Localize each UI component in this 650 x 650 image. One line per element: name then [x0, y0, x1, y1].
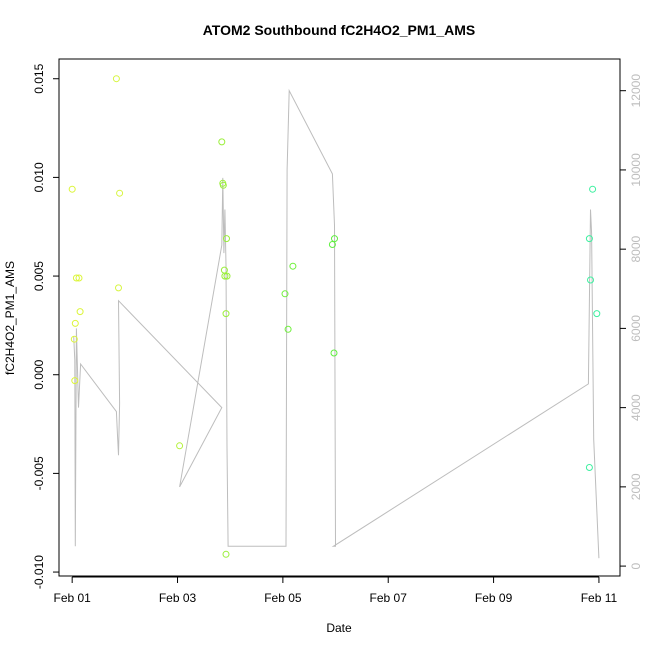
data-point [593, 310, 601, 318]
y2-tick-label: 6000 [629, 315, 643, 342]
x-tick-label: Feb 03 [159, 591, 197, 605]
y2-tick-label: 8000 [629, 235, 643, 262]
data-point [284, 325, 292, 333]
y2-tick-label: 12000 [629, 74, 643, 108]
data-point [218, 138, 226, 146]
secondary-series-line [73, 88, 600, 559]
x-tick-label: Feb 09 [475, 591, 513, 605]
data-point [589, 185, 597, 193]
y2-axis: 0 2000 4000 6000 8000 10000 12000 [619, 74, 643, 569]
secondary-series-layer [73, 88, 600, 559]
y-tick-label: 0.010 [32, 162, 46, 192]
data-point [587, 276, 594, 284]
data-point [68, 185, 76, 193]
data-point [221, 272, 229, 280]
data-point [71, 319, 79, 327]
y2-tick-label: 0 [629, 562, 643, 569]
data-point [72, 274, 80, 282]
data-point [585, 235, 593, 243]
data-point [219, 181, 227, 189]
data-point [112, 75, 120, 83]
x-tick-label: Feb 01 [53, 591, 91, 605]
points-layer [68, 75, 601, 558]
y-tick-label: 0.005 [32, 261, 46, 291]
data-point [115, 284, 122, 292]
data-point [222, 310, 230, 318]
data-point [281, 290, 289, 298]
data-point [289, 262, 297, 270]
data-point [76, 308, 84, 316]
data-point [75, 274, 83, 282]
data-point [330, 349, 338, 357]
y2-tick-label: 4000 [629, 394, 643, 421]
y-tick-label: 0.015 [32, 63, 46, 93]
x-tick-label: Feb 07 [370, 591, 408, 605]
data-point [116, 189, 124, 197]
data-point [223, 272, 231, 280]
y-tick-label: -0.005 [32, 456, 46, 490]
data-point [223, 235, 230, 243]
x-axis-label: Date [326, 621, 352, 635]
data-point [331, 235, 338, 243]
x-axis: Feb 01 Feb 03 Feb 05 Feb 07 Feb 09 Feb 11 [53, 576, 618, 605]
chart-title: ATOM2 Southbound fC2H4O2_PM1_AMS [203, 22, 476, 38]
y-axis-label: fC2H4O2_PM1_AMS [3, 261, 17, 375]
y2-tick-label: 2000 [629, 473, 643, 500]
data-point [70, 335, 78, 343]
data-point [222, 550, 230, 558]
x-tick-label: Feb 05 [264, 591, 302, 605]
y-tick-label: -0.010 [32, 555, 46, 589]
data-point [328, 241, 336, 248]
x-tick-label: Feb 11 [581, 591, 618, 605]
data-point [71, 377, 79, 385]
data-point [176, 442, 184, 450]
y-tick-label: 0.000 [32, 359, 46, 389]
data-point [585, 464, 593, 471]
y2-tick-label: 10000 [629, 153, 643, 187]
y-axis: -0.010 -0.005 0.000 0.005 0.010 0.015 [32, 63, 60, 589]
